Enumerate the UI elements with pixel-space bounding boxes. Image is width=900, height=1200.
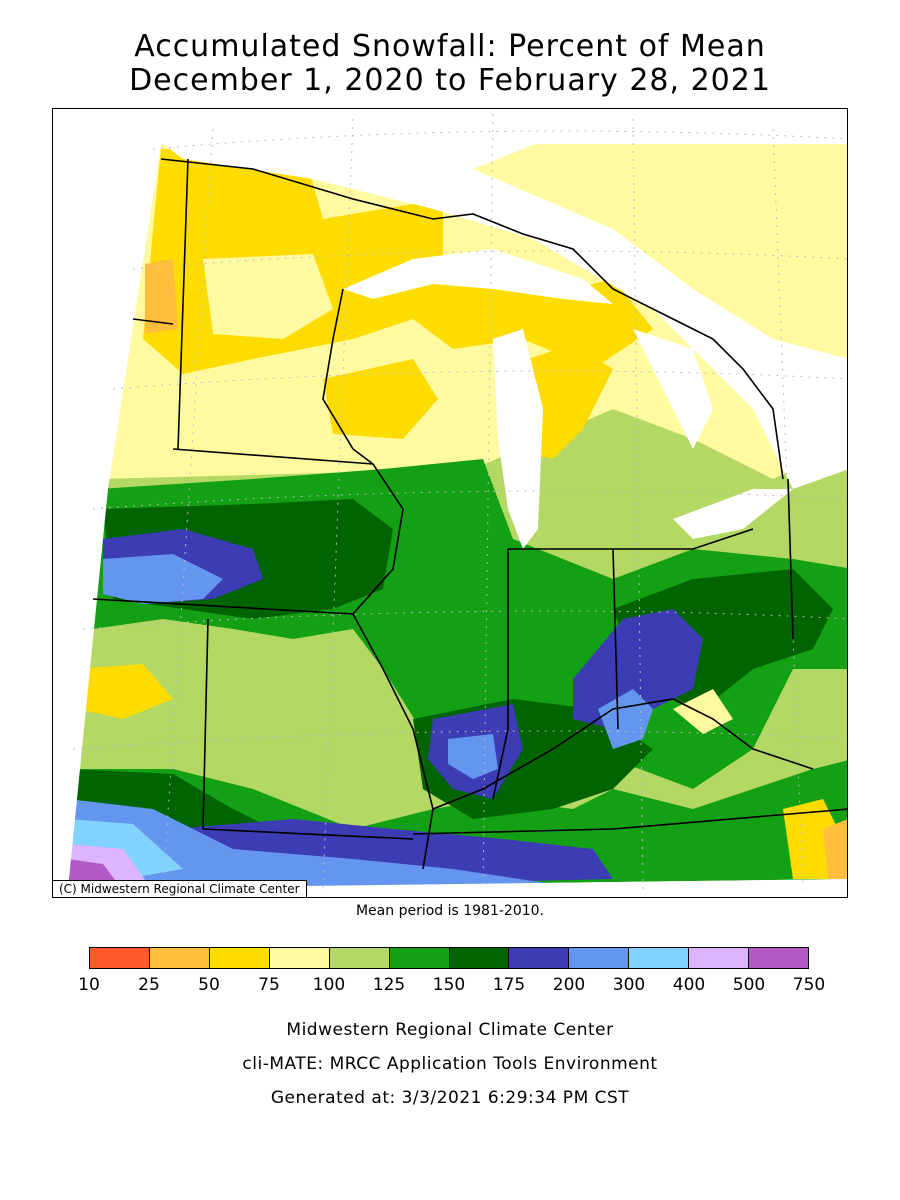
legend-swatch-25-50: [149, 948, 210, 968]
map-title-line2: December 1, 2020 to February 28, 2021: [129, 63, 771, 98]
border-il-in: [492, 549, 509, 800]
legend-tick-label: 100: [312, 975, 346, 995]
border-ky-tn: [412, 808, 847, 835]
legend-swatch-50-75: [209, 948, 270, 968]
footer-tool: cli-MATE: MRCC Application Tools Environ…: [242, 1054, 658, 1074]
legend-tick-label: 50: [198, 975, 220, 995]
border-wi-west: [322, 288, 374, 465]
legend-swatch-300-400: [629, 948, 690, 968]
map-canvas: [53, 109, 847, 897]
legend-tick-label: 10: [78, 975, 100, 995]
region-50-75-sw-mo: [75, 664, 173, 719]
border-nd-sd: [132, 318, 174, 325]
region-100-125-wi: [203, 254, 333, 339]
legend-tick-label: 500: [732, 975, 766, 995]
legend-swatch-100-125: [329, 948, 390, 968]
border-oh-pa: [787, 478, 794, 640]
border-mn-ia: [172, 448, 374, 465]
border-ohio-river: [432, 698, 814, 810]
region-50-75-wi: [323, 359, 438, 439]
map-title-line1: Accumulated Snowfall: Percent of Mean: [134, 29, 766, 64]
border-mi-in-oh: [508, 528, 754, 550]
legend-tick-label: 25: [138, 975, 160, 995]
graticule: [72, 113, 847, 890]
border-in-oh: [612, 548, 619, 730]
region-200-300-iowa: [103, 554, 223, 604]
legend-swatch-400-500: [689, 948, 750, 968]
legend-tick-label: 175: [492, 975, 526, 995]
legend-swatch-175-200: [509, 948, 570, 968]
legend-swatch-125-150: [389, 948, 450, 968]
mask-lake-erie: [673, 489, 793, 539]
mean-period-note: Mean period is 1981-2010.: [355, 903, 545, 919]
legend-swatch-75-100: [269, 948, 330, 968]
legend-tick-label: 200: [552, 975, 586, 995]
legend-swatch-500-750: [749, 948, 809, 968]
border-mississippi: [352, 613, 434, 870]
footer-generated: Generated at: 3/3/2021 6:29:34 PM CST: [270, 1088, 630, 1108]
mask-lake-superior: [343, 249, 613, 304]
border-mn-west: [177, 158, 189, 450]
border-mo-west: [202, 618, 209, 830]
legend-swatch-150-175: [449, 948, 510, 968]
snowfall-map: (C) Midwestern Regional Climate Center: [52, 108, 848, 898]
legend-swatch-200-300: [569, 948, 630, 968]
region-200-300-south: [68, 799, 553, 894]
footer-organization: Midwestern Regional Climate Center: [286, 1020, 614, 1040]
legend-tick-label: 750: [792, 975, 826, 995]
border-ia-il: [352, 463, 404, 615]
mask-lake-huron: [633, 329, 713, 449]
state-boundaries: [92, 158, 847, 870]
mask-west-edge: [53, 144, 161, 897]
border-us-canada: [160, 158, 784, 480]
legend-swatch-10-25: [90, 948, 150, 968]
legend-tick-label: 400: [672, 975, 706, 995]
region-25-50-ky-east: [823, 819, 847, 879]
mask-lake-michigan: [493, 329, 543, 549]
legend-tick-label: 75: [258, 975, 280, 995]
legend-tick-label: 150: [432, 975, 466, 995]
map-credit: (C) Midwestern Regional Climate Center: [53, 880, 307, 897]
legend-tick-label: 125: [372, 975, 406, 995]
legend-color-bar: [89, 947, 809, 969]
region-200-300-il: [448, 734, 498, 779]
region-25-50-nd: [145, 259, 178, 334]
border-mo-ar: [202, 828, 414, 840]
legend-tick-label: 300: [612, 975, 646, 995]
mask-canada: [53, 109, 847, 489]
border-ia-mo: [92, 598, 354, 615]
